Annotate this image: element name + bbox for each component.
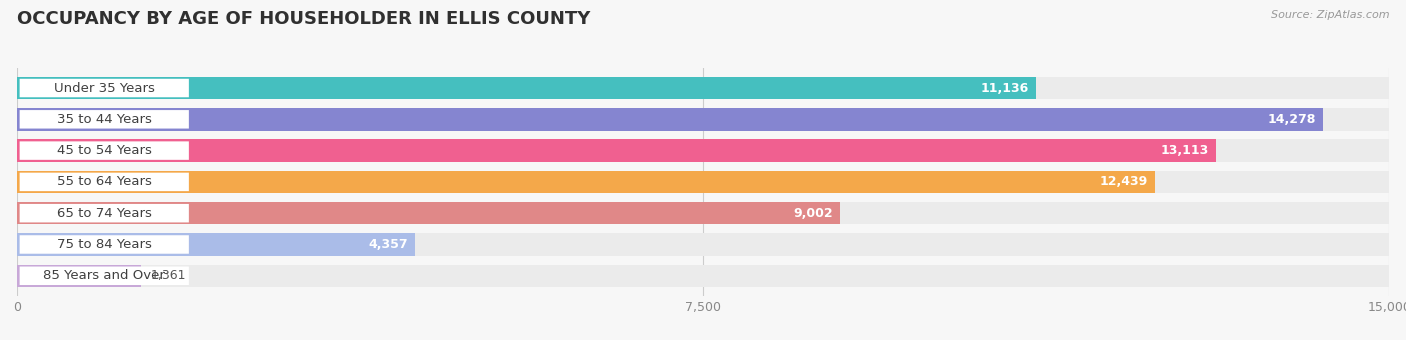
FancyBboxPatch shape bbox=[20, 141, 188, 160]
Text: 75 to 84 Years: 75 to 84 Years bbox=[56, 238, 152, 251]
FancyBboxPatch shape bbox=[20, 79, 188, 97]
Bar bbox=[17, 233, 415, 256]
Bar bbox=[17, 202, 1389, 224]
Text: Under 35 Years: Under 35 Years bbox=[53, 82, 155, 95]
FancyBboxPatch shape bbox=[20, 110, 188, 129]
Text: 85 Years and Over: 85 Years and Over bbox=[44, 269, 165, 282]
Text: 9,002: 9,002 bbox=[793, 207, 834, 220]
Text: 14,278: 14,278 bbox=[1267, 113, 1316, 126]
Bar bbox=[17, 139, 1389, 162]
FancyBboxPatch shape bbox=[20, 173, 188, 191]
Bar bbox=[17, 202, 841, 224]
Bar bbox=[17, 171, 1389, 193]
Text: 1,361: 1,361 bbox=[150, 269, 186, 282]
Bar bbox=[17, 171, 1154, 193]
Bar bbox=[17, 77, 1036, 99]
Text: 4,357: 4,357 bbox=[368, 238, 408, 251]
Bar bbox=[17, 77, 1389, 99]
Text: 12,439: 12,439 bbox=[1099, 175, 1147, 188]
Text: OCCUPANCY BY AGE OF HOUSEHOLDER IN ELLIS COUNTY: OCCUPANCY BY AGE OF HOUSEHOLDER IN ELLIS… bbox=[17, 10, 591, 28]
Text: 65 to 74 Years: 65 to 74 Years bbox=[56, 207, 152, 220]
Text: 11,136: 11,136 bbox=[980, 82, 1028, 95]
Bar bbox=[17, 265, 142, 287]
Bar bbox=[17, 139, 1216, 162]
Text: 45 to 54 Years: 45 to 54 Years bbox=[56, 144, 152, 157]
Bar bbox=[17, 233, 1389, 256]
Text: Source: ZipAtlas.com: Source: ZipAtlas.com bbox=[1271, 10, 1389, 20]
FancyBboxPatch shape bbox=[20, 235, 188, 254]
Bar bbox=[17, 265, 1389, 287]
FancyBboxPatch shape bbox=[20, 204, 188, 222]
Text: 13,113: 13,113 bbox=[1161, 144, 1209, 157]
Text: 35 to 44 Years: 35 to 44 Years bbox=[56, 113, 152, 126]
Bar bbox=[17, 108, 1323, 131]
Bar bbox=[17, 108, 1389, 131]
FancyBboxPatch shape bbox=[20, 267, 188, 285]
Text: 55 to 64 Years: 55 to 64 Years bbox=[56, 175, 152, 188]
